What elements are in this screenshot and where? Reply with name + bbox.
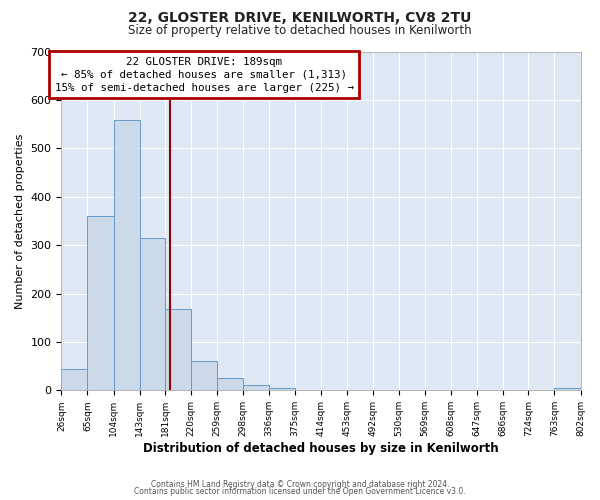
X-axis label: Distribution of detached houses by size in Kenilworth: Distribution of detached houses by size …	[143, 442, 499, 455]
Bar	[61, 369, 88, 390]
Bar	[217, 378, 244, 390]
Text: Contains HM Land Registry data © Crown copyright and database right 2024.: Contains HM Land Registry data © Crown c…	[151, 480, 449, 489]
Text: Size of property relative to detached houses in Kenilworth: Size of property relative to detached ho…	[128, 24, 472, 37]
Text: Contains public sector information licensed under the Open Government Licence v3: Contains public sector information licen…	[134, 487, 466, 496]
Y-axis label: Number of detached properties: Number of detached properties	[15, 133, 25, 308]
Bar	[113, 120, 140, 390]
Bar	[554, 388, 581, 390]
Bar	[191, 362, 217, 390]
Bar	[140, 238, 165, 390]
Bar	[88, 216, 113, 390]
Text: 22 GLOSTER DRIVE: 189sqm
← 85% of detached houses are smaller (1,313)
15% of sem: 22 GLOSTER DRIVE: 189sqm ← 85% of detach…	[55, 56, 353, 93]
Bar	[244, 384, 269, 390]
Bar	[269, 388, 295, 390]
Bar	[165, 309, 191, 390]
Text: 22, GLOSTER DRIVE, KENILWORTH, CV8 2TU: 22, GLOSTER DRIVE, KENILWORTH, CV8 2TU	[128, 11, 472, 25]
